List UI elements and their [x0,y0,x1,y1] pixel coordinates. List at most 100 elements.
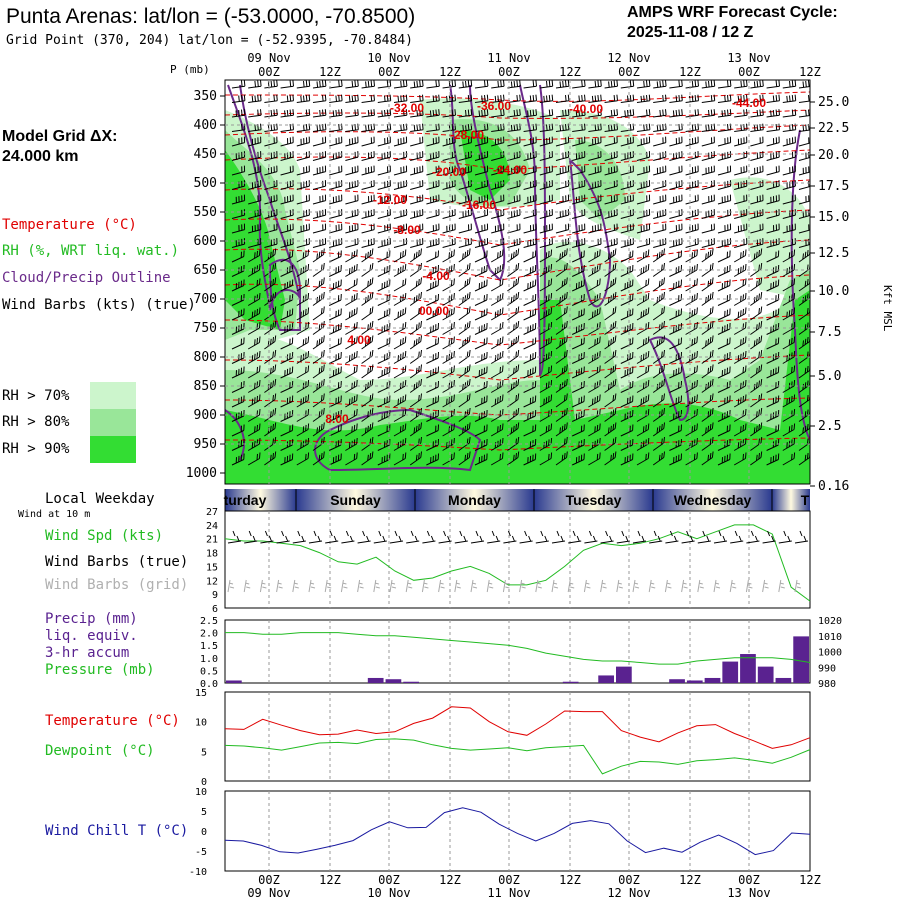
wind-barb [231,194,246,205]
wind-barb [264,306,277,321]
wind-barb [652,436,665,451]
wind-barb [539,223,553,234]
wind-barb [636,292,650,306]
wind-barb [377,264,391,277]
wind-barb [491,80,505,89]
wind-barb [652,262,665,277]
wind-barb [653,136,667,147]
wind-barb [507,407,520,422]
wind-barb [264,94,278,103]
wind-barb [734,123,748,132]
wind-barb [636,94,651,103]
wind-barb [523,209,537,219]
wind-barb [588,336,601,350]
wind-barb [231,250,245,263]
wind-barb [312,123,327,132]
wind-barb [653,165,667,176]
wind-barb [474,264,488,277]
wind-barb [766,165,780,176]
wind-barb [782,307,796,321]
wind-barb [296,123,311,132]
wind-barb [555,123,570,132]
time-tick-label: 00Z [378,873,400,887]
wind-barb [523,351,537,364]
wind-barb [750,123,764,132]
wind-barb [247,379,261,393]
wind-barb [669,165,683,176]
rh-80-swatch [90,409,136,436]
wind-barb [555,407,568,422]
wind-barb [377,366,391,379]
wind-barbs-grid-label: Wind Barbs (grid) [45,577,189,593]
wind-barb [507,364,520,379]
wind-barb [296,292,310,306]
wind-barb [231,94,246,103]
wind-barb [539,209,553,219]
weekday-cell [534,489,653,511]
wind-barb [474,453,488,466]
surface-wind-barb [568,530,582,544]
wind-barb [490,350,504,364]
wind-barb [701,349,714,364]
wind-barb [685,136,699,147]
wind-barb [620,94,635,103]
wind-barb [247,249,261,263]
wind-barb [750,151,764,161]
wind-barb [620,366,634,379]
wind-barb [588,151,602,161]
wind-barb [458,248,471,263]
wind-barb [766,424,780,437]
wind-barb [361,136,375,147]
wind-barb [572,109,586,118]
wind-barb [766,136,780,147]
wind-barb [555,422,568,437]
wind-barb [750,109,764,118]
wind-barb [717,223,732,234]
wind-barb [539,292,553,306]
wind-barb [312,451,325,466]
wind-barb [750,238,764,248]
wind-barb [555,94,570,103]
pressure-tick-label: 700 [194,292,217,307]
wind-barb [507,109,521,118]
wind-barb [377,238,391,248]
wind-barb [798,195,810,205]
wind-barb [555,393,568,408]
wind-barb [701,194,715,205]
wind-barb [766,337,780,350]
weekday-label: Tuesday [566,492,622,508]
dewpoint-line [224,738,811,775]
wind-barb [328,424,342,437]
wind-barb [604,94,618,103]
axis-tick-label: 6 [212,604,218,615]
weekday-label: T [801,492,810,508]
wind-barb [766,94,780,103]
wind-barb [409,422,422,437]
wind-barb [426,438,439,451]
wind-barb [345,437,358,451]
wind-barb [717,395,731,408]
wind-barb [490,365,504,379]
wind-barb [572,151,586,161]
wind-barb [685,423,698,437]
pressure-tick-label: 1000 [186,466,217,481]
precip-bar [669,679,685,683]
wind-barb [296,249,310,263]
wind-barb [539,123,554,132]
height-tick-label: 17.5 [818,179,849,194]
wind-barb [717,453,731,466]
wind-barb [555,80,570,89]
wind-barb [409,306,422,321]
wind-barb [604,109,618,118]
wind-barb [247,394,261,408]
wind-barb [782,437,796,451]
wind-barb [329,109,343,118]
surface-wind-barb [584,530,598,544]
wind-barb [248,151,262,161]
wind-barb [393,123,408,132]
wind-barb [701,151,715,161]
wind-barb [588,307,601,321]
surface-wind-barb [470,530,485,544]
axis-tick-label: 2.0 [200,629,218,640]
height-tick-label: 15.0 [818,210,849,225]
